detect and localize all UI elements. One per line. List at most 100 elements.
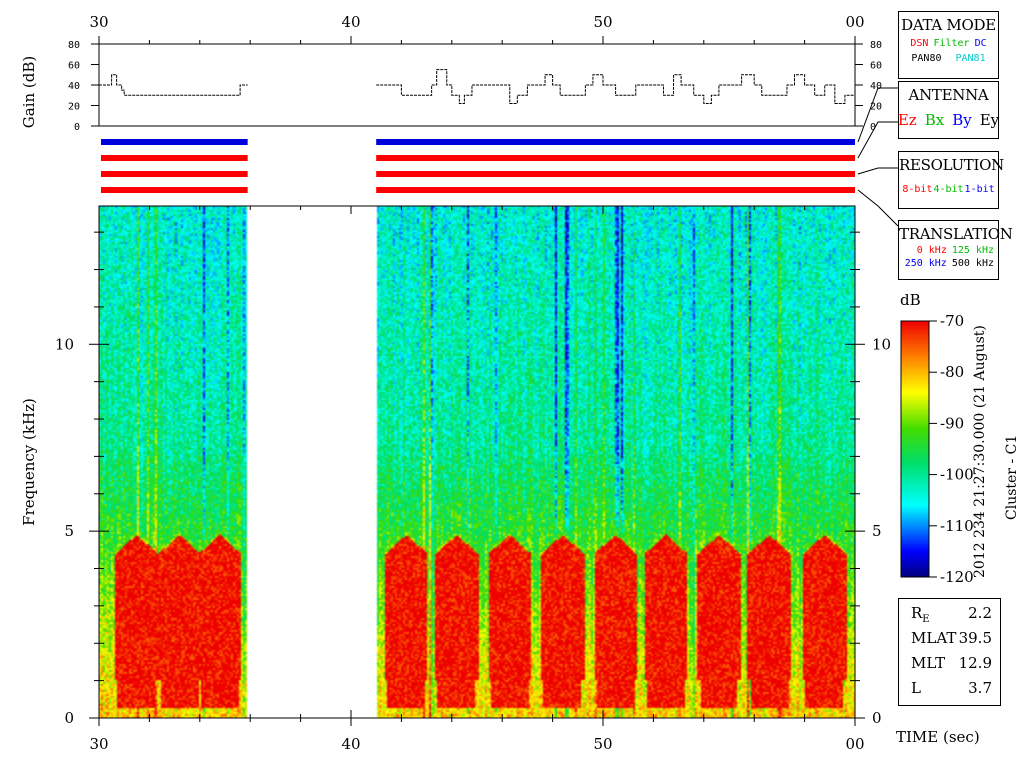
antenna-box: ANTENNA Ez Bx By Ey xyxy=(898,81,999,139)
antenna-bar-ez xyxy=(376,171,855,177)
data-mode-dsn: DSN xyxy=(910,38,929,49)
spacecraft-label: Cluster - C1 xyxy=(1004,434,1020,520)
antenna-ez: Ez xyxy=(897,111,917,129)
colorbar-tick-label: -120 xyxy=(940,568,974,586)
top-time-tick-label: 00 xyxy=(845,13,864,31)
data-mode-pan80: PAN80 xyxy=(911,53,942,64)
colorbar-unit: dB xyxy=(900,291,921,309)
antenna-bar-ez xyxy=(376,187,855,193)
freq-tick-left: 10 xyxy=(55,335,74,353)
translation-row-2: 250 kHz 500 kHz xyxy=(899,258,998,269)
colorbar-timestamp: 2012 234 21:27:30.000 (21 August) xyxy=(972,325,988,578)
gain-tick-left: 20 xyxy=(68,102,80,113)
bottom-time-tick-label: 50 xyxy=(593,735,612,753)
gain-tick-right: 40 xyxy=(870,81,882,92)
freq-tick-left: 5 xyxy=(64,522,74,540)
gain-tick-right: 20 xyxy=(870,102,882,113)
resolution-8bit: 8-bit xyxy=(902,184,933,195)
data-mode-pan81: PAN81 xyxy=(955,53,986,64)
colorbar: dB -70 -80 -90 -100 -110 -120 xyxy=(900,291,974,586)
colorbar-tick-label: -80 xyxy=(940,363,964,381)
translation-0khz: 0 kHz xyxy=(916,245,947,256)
orbit-value-mlt: 12.9 xyxy=(958,654,992,672)
antenna-bar-ey xyxy=(376,139,855,145)
spectrogram-ticks: 30 40 50 000 05 510 10 xyxy=(55,206,891,753)
gain-trace-segment-1 xyxy=(99,74,248,96)
resolution-1bit: 1-bit xyxy=(964,184,995,195)
connector-data-mode xyxy=(857,87,898,143)
legend-connectors xyxy=(857,87,899,227)
gain-tick-left: 60 xyxy=(68,61,80,72)
antenna-title: ANTENNA xyxy=(908,86,989,104)
spectrogram-image xyxy=(99,206,855,718)
antenna-bar-ez xyxy=(376,155,855,161)
antenna-bar-ez xyxy=(101,187,248,193)
colorbar-tick-label: -100 xyxy=(940,466,974,484)
orbit-label-l: L xyxy=(911,679,921,697)
antenna-by: By xyxy=(952,111,972,129)
orbit-row-mlt: MLT 12.9 xyxy=(899,651,1000,676)
time-axis-label: TIME (sec) xyxy=(896,728,980,746)
translation-title: TRANSLATION xyxy=(899,225,1013,243)
gain-tick-left: 0 xyxy=(74,122,80,133)
gain-axis-label: Gain (dB) xyxy=(20,56,38,128)
frequency-axis-label: Frequency (kHz) xyxy=(20,398,38,526)
top-time-axis: 30 40 50 00 xyxy=(89,13,865,44)
data-mode-box: DATA MODE DSN Filter DC PAN80 PAN81 xyxy=(898,11,999,79)
resolution-4bit: 4-bit xyxy=(933,184,964,195)
data-mode-row-2: PAN80 PAN81 xyxy=(899,53,998,64)
antenna-bars xyxy=(101,139,855,193)
gain-tick-right: 60 xyxy=(870,61,882,72)
antenna-bar-ez xyxy=(101,155,248,161)
translation-row-1: 0 kHz 125 kHz xyxy=(899,245,998,256)
orbit-box: RERE 2.2 MLAT 39.5 MLT 12.9 L 3.7 xyxy=(898,598,1001,706)
bottom-time-tick-label: 40 xyxy=(341,735,360,753)
data-mode-dc: DC xyxy=(974,38,987,49)
resolution-title: RESOLUTION xyxy=(899,156,1004,174)
translation-500khz: 500 kHz xyxy=(951,258,994,269)
data-mode-filter: Filter xyxy=(933,38,970,49)
orbit-label-re: RERE xyxy=(911,604,930,625)
colorbar-gradient xyxy=(900,320,930,578)
freq-tick-right: 0 xyxy=(872,709,882,727)
orbit-label-mlt: MLT xyxy=(911,654,946,672)
antenna-ey: Ey xyxy=(979,111,1000,129)
gain-tick-left: 40 xyxy=(68,81,80,92)
colorbar-tick-label: -110 xyxy=(940,517,974,535)
orbit-label-mlat: MLAT xyxy=(911,629,957,647)
resolution-box: RESOLUTION 8-bit 4-bit 1-bit xyxy=(898,151,1004,209)
gain-trace-segment-2 xyxy=(376,69,856,104)
spectrogram-frame xyxy=(98,205,856,719)
antenna-bar-ez xyxy=(101,171,248,177)
orbit-row-l: L 3.7 xyxy=(899,676,1000,701)
top-time-tick-label: 40 xyxy=(341,13,360,31)
data-mode-row-1: DSN Filter DC xyxy=(899,38,998,49)
gain-tick-left: 80 xyxy=(68,40,80,51)
gain-panel: Gain (dB) 0 0 20 20 40 40 60 60 80 80 xyxy=(20,40,882,133)
bottom-time-tick-label: 30 xyxy=(89,735,108,753)
antenna-bx: Bx xyxy=(924,111,945,129)
data-mode-title: DATA MODE xyxy=(901,16,996,34)
orbit-row-re: RERE 2.2 xyxy=(899,601,1000,626)
orbit-value-mlat: 39.5 xyxy=(958,629,992,647)
connector-resolution xyxy=(857,167,898,175)
gain-tick-right: 80 xyxy=(870,40,882,51)
antenna-row: Ez Bx By Ey xyxy=(897,111,1000,129)
colorbar-tick-label: -90 xyxy=(940,414,964,432)
antenna-bar-ey xyxy=(101,139,248,145)
freq-tick-right: 5 xyxy=(872,522,882,540)
spectrogram-panel: Frequency (kHz) xyxy=(20,205,856,719)
top-time-tick-label: 30 xyxy=(89,13,108,31)
connector-antenna xyxy=(857,121,898,159)
translation-box: TRANSLATION 0 kHz 125 kHz 250 kHz 500 kH… xyxy=(898,220,1013,280)
freq-tick-right: 10 xyxy=(872,335,891,353)
resolution-row: 8-bit 4-bit 1-bit xyxy=(899,184,998,195)
bottom-time-tick-label: 00 xyxy=(845,735,864,753)
translation-250khz: 250 kHz xyxy=(904,258,947,269)
translation-125khz: 125 kHz xyxy=(951,245,994,256)
orbit-row-mlat: MLAT 39.5 xyxy=(899,626,1000,651)
orbit-value-re: 2.2 xyxy=(968,604,992,622)
freq-tick-left: 0 xyxy=(64,709,74,727)
gain-tick-right: 0 xyxy=(870,122,876,133)
